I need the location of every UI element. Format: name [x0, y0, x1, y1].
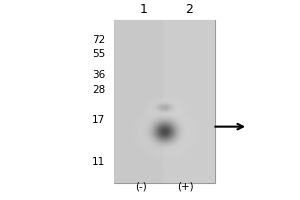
FancyBboxPatch shape [163, 20, 215, 183]
Text: (+): (+) [177, 182, 194, 192]
Text: 55: 55 [92, 49, 105, 59]
Text: 1: 1 [140, 3, 148, 16]
Text: 2: 2 [185, 3, 193, 16]
Text: 72: 72 [92, 35, 105, 45]
Text: 17: 17 [92, 115, 105, 125]
FancyBboxPatch shape [114, 20, 163, 183]
Text: 36: 36 [92, 70, 105, 80]
Text: 28: 28 [92, 85, 105, 95]
FancyBboxPatch shape [114, 20, 215, 183]
Text: 11: 11 [92, 157, 105, 167]
Text: (-): (-) [135, 182, 147, 192]
